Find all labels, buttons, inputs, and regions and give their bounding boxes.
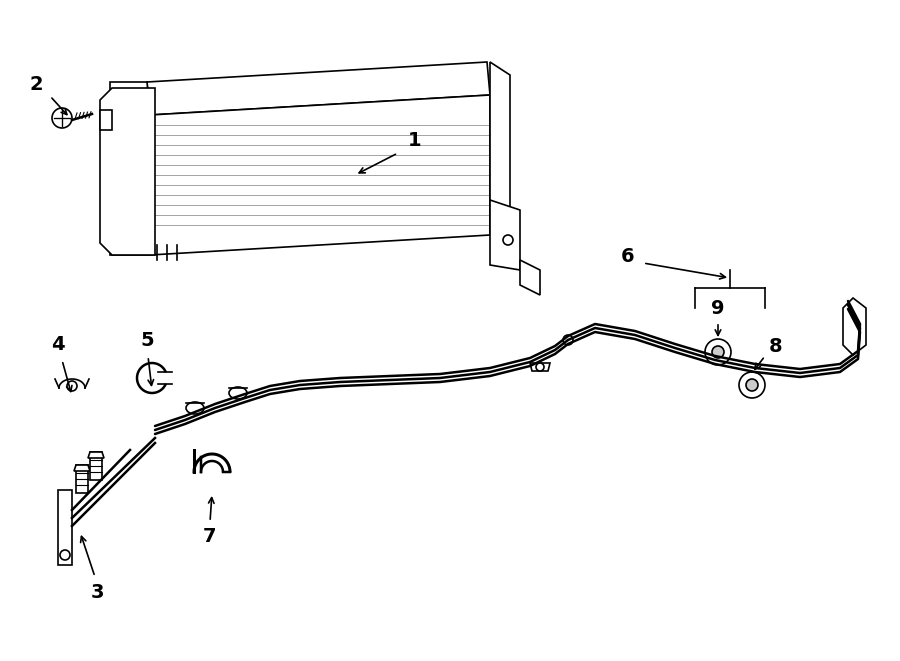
Polygon shape: [843, 298, 866, 355]
Ellipse shape: [229, 387, 247, 399]
Ellipse shape: [186, 402, 204, 414]
Polygon shape: [74, 465, 90, 471]
Circle shape: [536, 363, 544, 371]
Bar: [90, 452, 102, 480]
Polygon shape: [530, 363, 550, 371]
Polygon shape: [520, 260, 540, 295]
Polygon shape: [100, 88, 155, 255]
Circle shape: [52, 108, 72, 128]
Bar: [100, 110, 112, 130]
Polygon shape: [147, 62, 490, 115]
Circle shape: [739, 372, 765, 398]
Text: 9: 9: [711, 299, 724, 317]
Text: 4: 4: [51, 334, 65, 354]
Circle shape: [503, 235, 513, 245]
Circle shape: [60, 550, 70, 560]
Polygon shape: [490, 62, 510, 230]
Bar: [58, 490, 72, 565]
Text: 8: 8: [770, 336, 783, 356]
Text: 7: 7: [203, 527, 217, 545]
Text: 5: 5: [140, 332, 154, 350]
Text: 6: 6: [621, 247, 634, 266]
Circle shape: [705, 339, 731, 365]
Circle shape: [712, 346, 724, 358]
Polygon shape: [110, 82, 150, 255]
Text: 2: 2: [29, 75, 43, 93]
Circle shape: [746, 379, 758, 391]
Polygon shape: [88, 452, 104, 458]
Text: 1: 1: [409, 130, 422, 149]
Polygon shape: [150, 95, 490, 255]
Bar: [76, 465, 88, 493]
Polygon shape: [490, 200, 520, 270]
Text: 3: 3: [90, 584, 104, 602]
Circle shape: [67, 381, 77, 391]
Circle shape: [563, 335, 573, 345]
